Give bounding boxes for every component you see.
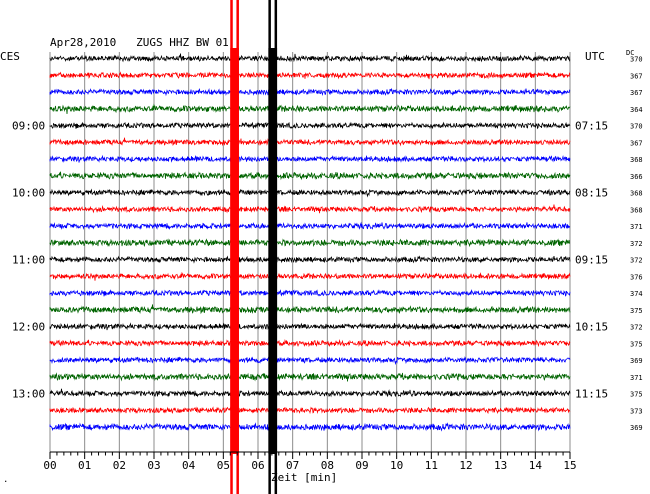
right-time-label: 07:15 [575,120,608,133]
x-tick-label: 01 [78,459,91,472]
grid [49,52,571,452]
trace-row-15 [49,304,571,315]
x-tick-label: 05 [217,459,230,472]
event-markers [230,0,278,494]
dc-value: 372 [630,324,643,332]
x-tick-label: 00 [43,459,56,472]
right-time-label: 09:15 [575,254,608,267]
x-tick-label: 13 [494,459,507,472]
dc-value: 369 [630,424,643,432]
trace-row-10 [49,221,571,230]
event-marker-band [230,48,239,454]
left-time-label: 13:00 [12,388,45,401]
dc-value: 375 [630,391,643,399]
trace-row-3 [49,103,571,115]
dc-value: 369 [630,357,643,365]
right-time-label: 10:15 [575,321,608,334]
trace-row-0 [49,53,571,63]
x-tick-label: 10 [390,459,403,472]
traces [49,53,571,432]
chart-title: Apr28,2010 ZUGS HHZ BW 01 [50,36,229,49]
dc-value: 370 [630,56,643,64]
dc-value: 367 [630,89,643,97]
dc-value: 374 [630,290,643,298]
trace-row-12 [49,255,571,264]
trace-row-16 [49,322,571,331]
dc-value: 367 [630,139,643,147]
trace-row-7 [49,171,571,181]
trace-row-21 [49,406,571,415]
x-tick-label: 15 [563,459,576,472]
dc-value: 368 [630,206,643,214]
trace-row-6 [49,154,571,164]
trace-row-4 [49,121,571,130]
left-time-label: 09:00 [12,120,45,133]
labels: Apr28,2010 ZUGS HHZ BW 01 CES UTC DC Zei… [0,36,643,485]
dc-value: 373 [630,407,643,415]
x-tick-label: 14 [529,459,543,472]
dc-value: 368 [630,190,643,198]
dc-value: 368 [630,156,643,164]
trace-row-8 [49,188,571,198]
x-tick-label: 04 [182,459,196,472]
trace-row-19 [49,372,571,382]
left-timezone-label: CES [0,50,20,63]
dc-value: 371 [630,374,643,382]
trace-row-5 [49,137,571,147]
left-time-label: 12:00 [12,321,45,334]
trace-row-9 [49,204,571,214]
left-time-label: 10:00 [12,187,45,200]
dc-value: 370 [630,123,643,131]
dc-value: 372 [630,240,643,248]
trace-row-2 [49,87,571,97]
left-time-label: 11:00 [12,254,45,267]
x-tick-label: 06 [251,459,264,472]
trace-row-1 [49,71,571,80]
dc-value: 367 [630,72,643,80]
trace-row-14 [49,289,571,297]
trace-row-11 [49,238,570,248]
x-tick-label: 02 [113,459,126,472]
trace-row-13 [49,271,571,281]
right-timezone-label: UTC [585,50,605,63]
trace-row-22 [49,422,571,432]
dc-value: 372 [630,257,643,265]
corner-mark: . [3,475,8,485]
dc-value: 375 [630,307,643,315]
dc-value: 376 [630,273,643,281]
dc-value: 375 [630,340,643,348]
right-time-label: 08:15 [575,187,608,200]
x-axis-label: Zeit [min] [271,471,337,484]
x-tick-label: 07 [286,459,299,472]
x-tick-label: 11 [425,459,438,472]
x-tick-label: 12 [459,459,472,472]
dc-value: 366 [630,173,643,181]
trace-row-17 [49,339,571,348]
dc-header-label: DC [626,49,634,57]
x-tick-label: 03 [147,459,160,472]
trace-row-18 [49,356,571,366]
x-tick-label: 08 [321,459,334,472]
event-marker-band [268,48,278,454]
dc-value: 364 [630,106,643,114]
dc-value: 371 [630,223,643,231]
x-tick-label: 09 [355,459,368,472]
right-time-label: 11:15 [575,388,608,401]
x-axis: 00 01 02 03 04 05 06 07 08 09 10 11 12 13 14 15 [43,451,577,472]
trace-row-20 [49,388,571,398]
